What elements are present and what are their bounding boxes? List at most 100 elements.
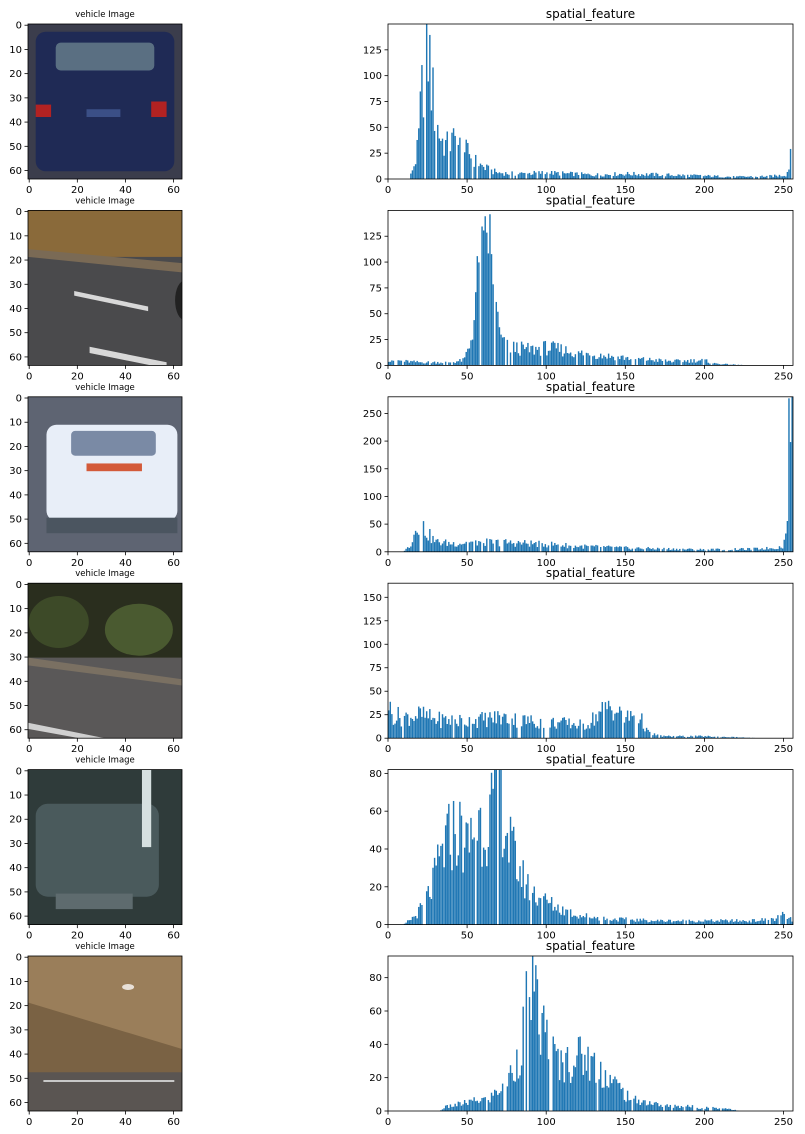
histogram-bar <box>653 361 656 366</box>
histogram-bar <box>443 155 445 179</box>
histogram-bar <box>617 1083 619 1111</box>
histogram-bar <box>514 1081 516 1111</box>
histogram-bar <box>448 803 450 925</box>
histogram-bar <box>511 543 513 552</box>
histogram-bar <box>520 172 523 179</box>
histogram-bar <box>595 544 597 552</box>
histogram-bar <box>573 176 575 179</box>
histogram-bar <box>476 545 479 552</box>
chart-xtick-label: 150 <box>616 744 635 755</box>
histogram-bar <box>726 1108 728 1111</box>
histogram-bar <box>449 151 452 179</box>
chart-ytick-label: 125 <box>363 232 382 243</box>
histogram-bar <box>441 138 444 179</box>
histogram-bar <box>541 1012 543 1111</box>
histogram-bar <box>454 834 456 925</box>
histogram-bar <box>644 919 646 925</box>
histogram-bar <box>615 546 618 552</box>
histogram-bar <box>691 175 694 179</box>
histogram-bar <box>432 867 434 925</box>
histogram-bar <box>631 716 634 739</box>
histogram-bar <box>435 723 437 739</box>
chart-title: spatial_feature <box>546 380 635 394</box>
histogram-bar <box>729 920 732 925</box>
histogram-bar <box>745 550 747 552</box>
histogram-bar <box>555 348 558 366</box>
histogram-bar <box>772 548 774 552</box>
histogram-bar <box>671 736 673 739</box>
histogram-bar <box>429 34 431 179</box>
histogram-bar <box>672 548 675 552</box>
histogram-bar <box>750 922 752 925</box>
histogram-bar <box>503 175 505 179</box>
histogram-bar <box>729 550 732 552</box>
histogram-bar <box>584 1054 586 1111</box>
histogram-bar <box>593 546 596 552</box>
histogram-bar <box>759 549 762 552</box>
histogram-bar <box>588 174 591 179</box>
histogram-bar <box>645 920 648 925</box>
histogram-bar <box>766 175 768 179</box>
road-edge <box>28 249 182 273</box>
histogram-bar <box>739 548 741 552</box>
histogram-bar <box>620 546 622 552</box>
histogram-bar <box>668 735 670 739</box>
image-frame <box>27 396 183 553</box>
histogram-bar <box>694 735 697 739</box>
histogram-bar <box>731 549 733 552</box>
histogram-bar <box>430 110 433 179</box>
image-xtick-label: 20 <box>71 371 84 382</box>
histogram-bar <box>554 726 556 739</box>
histogram-bar <box>533 542 535 552</box>
histogram-bar <box>432 535 434 552</box>
image-ytick-label: 20 <box>9 442 22 453</box>
histogram-bar <box>457 1101 460 1111</box>
histogram-bar <box>571 356 573 366</box>
histogram-bar <box>422 117 425 179</box>
histogram-bar <box>558 1080 561 1111</box>
image-ytick-label: 30 <box>9 1025 22 1036</box>
histogram-bar <box>536 349 539 366</box>
histogram-bar <box>562 356 564 366</box>
histogram-bar <box>430 543 433 552</box>
chart-xtick-label: 100 <box>537 744 556 755</box>
histogram-bar <box>446 813 448 925</box>
histogram-bar <box>785 533 787 552</box>
histogram-bar <box>552 1036 554 1111</box>
histogram-bar <box>658 548 660 552</box>
car-body <box>35 803 159 897</box>
histogram-bar <box>637 357 640 366</box>
stone <box>122 984 135 990</box>
histogram-bar <box>528 172 531 179</box>
image-ytick-label: 50 <box>9 887 22 898</box>
histogram-bar <box>718 548 721 552</box>
histogram-bar <box>546 172 548 179</box>
histogram-bar <box>721 920 724 925</box>
histogram-bar <box>713 736 716 739</box>
histogram-bar <box>574 172 577 179</box>
histogram-bar <box>574 545 577 552</box>
histogram-bar <box>475 292 477 366</box>
chart-ytick-label: 250 <box>363 409 382 420</box>
histogram-bar <box>666 173 668 179</box>
histogram-bar <box>471 839 474 925</box>
histogram-bar <box>550 170 553 179</box>
histogram-bar <box>747 176 749 179</box>
histogram-bar <box>628 720 630 739</box>
histogram-bar <box>655 920 657 925</box>
histogram-bar <box>484 216 486 366</box>
histogram-bar <box>669 175 672 179</box>
histogram-bar <box>400 726 403 739</box>
histogram-bar <box>612 919 615 925</box>
histogram-bar <box>671 362 673 366</box>
histogram-bar <box>623 546 626 552</box>
histogram-bar <box>668 173 670 179</box>
histogram-bar <box>449 362 452 366</box>
histogram-bar <box>592 918 594 925</box>
histogram-bar <box>444 140 447 179</box>
histogram-bar <box>731 1109 733 1111</box>
histogram-bar <box>599 1061 602 1111</box>
histogram-bar <box>497 711 499 739</box>
histogram-bar <box>508 1072 510 1111</box>
chart-title: spatial_feature <box>546 193 635 207</box>
